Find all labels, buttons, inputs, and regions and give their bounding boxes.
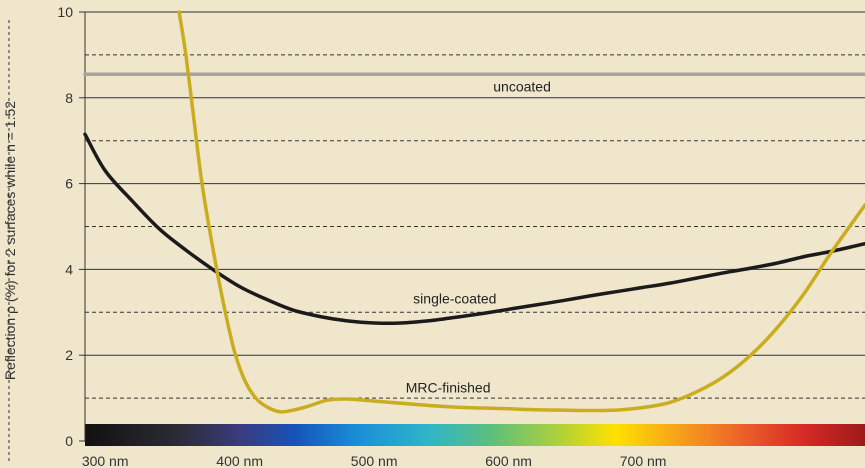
y-axis-label: Reflection ρ (%) for 2 surfaces while n … xyxy=(2,101,18,380)
y-tick-label: 2 xyxy=(65,347,73,363)
x-tick-label: 500 nm xyxy=(351,453,398,468)
annotation-label: uncoated xyxy=(493,78,551,94)
y-axis-label-group: Reflection ρ (%) for 2 surfaces while n … xyxy=(2,20,18,464)
y-tick-label: 0 xyxy=(65,433,73,449)
y-tick-label: 10 xyxy=(57,4,73,20)
annotation-label: single-coated xyxy=(413,291,496,307)
y-tick-label: 4 xyxy=(65,261,73,277)
x-tick-label: 400 nm xyxy=(216,453,263,468)
spectrum-bar xyxy=(85,424,865,446)
series-line-single-coated xyxy=(83,132,865,326)
grid xyxy=(85,11,865,399)
series-line-mrc-finished xyxy=(177,10,865,414)
x-tick-label: 700 nm xyxy=(620,453,667,468)
annotations: uncoated single-coated MRC-finished xyxy=(406,78,551,395)
series xyxy=(83,10,865,414)
y-tick-label: 6 xyxy=(65,176,73,192)
annotation-label: MRC-finished xyxy=(406,380,491,396)
x-tick-label: 600 nm xyxy=(485,453,532,468)
x-tick-label: 300 nm xyxy=(82,453,129,468)
y-tick-label: 8 xyxy=(65,90,73,106)
axes: 0 2 4 6 8 10 300 nm 400 nm 500 nm 600 nm 700 nm xyxy=(57,4,666,468)
